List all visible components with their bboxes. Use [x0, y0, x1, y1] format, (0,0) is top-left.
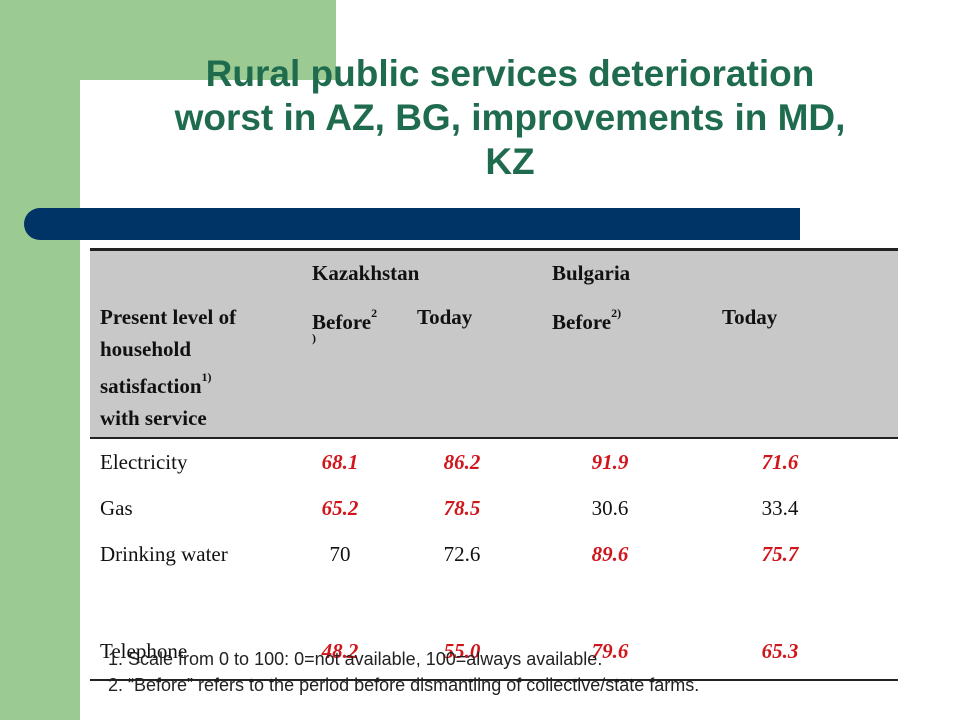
table-cell: 89.6: [591, 541, 629, 566]
row-header-line-2: household: [100, 337, 192, 361]
row-label: Telephone: [100, 638, 188, 663]
bg-today-header: Today: [722, 305, 778, 329]
kz-before-footnote-top: 2: [371, 306, 378, 320]
table-cell: 33.4: [761, 495, 799, 520]
row-header-label: Present level of household satisfaction1…: [100, 301, 236, 434]
table-cell: 48.2: [321, 638, 359, 663]
table-body: Electricity 68.1 86.2 91.9 71.6 Gas 65.2 78.5 30…: [90, 439, 898, 679]
footnote-1: 1. Scale from 0 to 100: 0=not available,…: [108, 649, 603, 669]
row-label: Drinking water: [100, 541, 228, 566]
group-bulgaria: Bulgaria: [552, 261, 631, 285]
table-bottom-border: [90, 679, 898, 681]
header-divider: [90, 437, 898, 439]
title-line-3: KZ: [485, 141, 535, 182]
row-label: Electricity: [100, 449, 188, 474]
row-header-line-3: satisfaction1): [100, 370, 212, 398]
table-row: Electricity 68.1 86.2 91.9 71.6: [90, 439, 898, 485]
title-accent-bar: [24, 208, 800, 240]
table-cell: 75.7: [761, 541, 799, 566]
footnote-2: 2. “Before” refers to the period before …: [108, 675, 700, 695]
row-header-line-1: Present level of: [100, 305, 237, 329]
table-row: Drinking water 70 72.6 89.6 75.7: [90, 531, 898, 577]
table-cell: 91.9: [591, 449, 629, 474]
green-side-strip: [0, 0, 80, 720]
satisfaction-table: Present level of household satisfaction1…: [90, 248, 898, 681]
title-line-2: worst in AZ, BG, improvements in MD,: [174, 97, 846, 138]
table-cell: 72.6: [443, 541, 481, 566]
group-kazakhstan: Kazakhstan: [312, 261, 420, 285]
row-header-footnote: 1): [201, 370, 212, 384]
table-cell: 65.2: [321, 495, 359, 520]
title-line-1: Rural public services deterioration: [205, 53, 815, 94]
table-cell: 68.1: [321, 449, 359, 474]
bg-before-footnote: 2): [611, 306, 622, 320]
table-cell: 71.6: [761, 449, 799, 474]
table-cell: 70: [329, 541, 351, 566]
table-row: Telephone 48.2 55.0 79.6 65.3: [90, 577, 898, 679]
green-top-block: [80, 0, 336, 80]
table-cell: 30.6: [591, 495, 629, 520]
white-rounded-corner: [80, 80, 336, 220]
table-cell: 65.3: [761, 638, 799, 663]
kz-today-header: Today: [417, 305, 473, 329]
slide-title: Rural public services deterioration wors…: [100, 52, 920, 184]
row-header-line-4: with service: [100, 406, 207, 430]
table-cell: 86.2: [443, 449, 481, 474]
table-row: Gas 65.2 78.5 30.6 33.4: [90, 485, 898, 531]
row-label: Gas: [100, 495, 133, 520]
table-cell: 78.5: [443, 495, 481, 520]
kz-before-footnote-bottom: ): [312, 331, 316, 345]
table-cell: 55.0: [443, 638, 481, 663]
bg-before-header: Before2): [552, 306, 622, 334]
footnotes: 1. Scale from 0 to 100: 0=not available,…: [108, 646, 699, 698]
table-cell: 79.6: [591, 638, 629, 663]
kz-before-header: Before2: [312, 306, 378, 334]
table-header: Present level of household satisfaction1…: [90, 248, 898, 437]
